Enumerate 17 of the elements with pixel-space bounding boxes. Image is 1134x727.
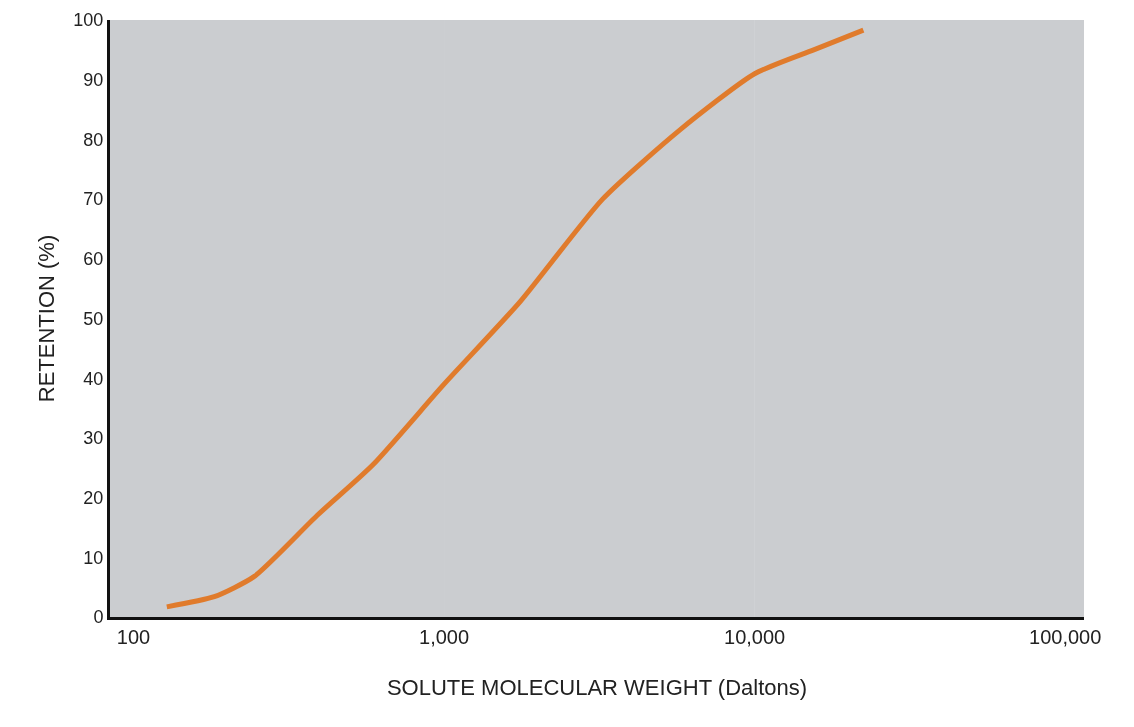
y-tick-label: 70: [83, 189, 104, 210]
x-axis-title: SOLUTE MOLECULAR WEIGHT (Daltons): [386, 675, 808, 700]
y-tick-label: 30: [83, 428, 104, 449]
y-tick-label: 0: [93, 607, 104, 628]
x-tick-label: 100,000: [1029, 626, 1102, 648]
y-tick-label: 50: [83, 308, 104, 329]
x-tick-label: 1,000: [419, 626, 470, 648]
y-tick-label: 100: [73, 10, 104, 31]
y-tick-label: 10: [83, 547, 104, 568]
y-tick-label: 40: [83, 368, 104, 389]
y-axis-title: RETENTION (%): [34, 234, 59, 403]
x-tick-label: 10,000: [724, 626, 786, 648]
y-tick-label: 60: [83, 249, 104, 270]
x-tick-label: 100: [116, 626, 151, 648]
y-tick-label: 20: [83, 487, 104, 508]
y-tick-label: 80: [83, 129, 104, 150]
y-tick-label: 90: [83, 70, 104, 90]
